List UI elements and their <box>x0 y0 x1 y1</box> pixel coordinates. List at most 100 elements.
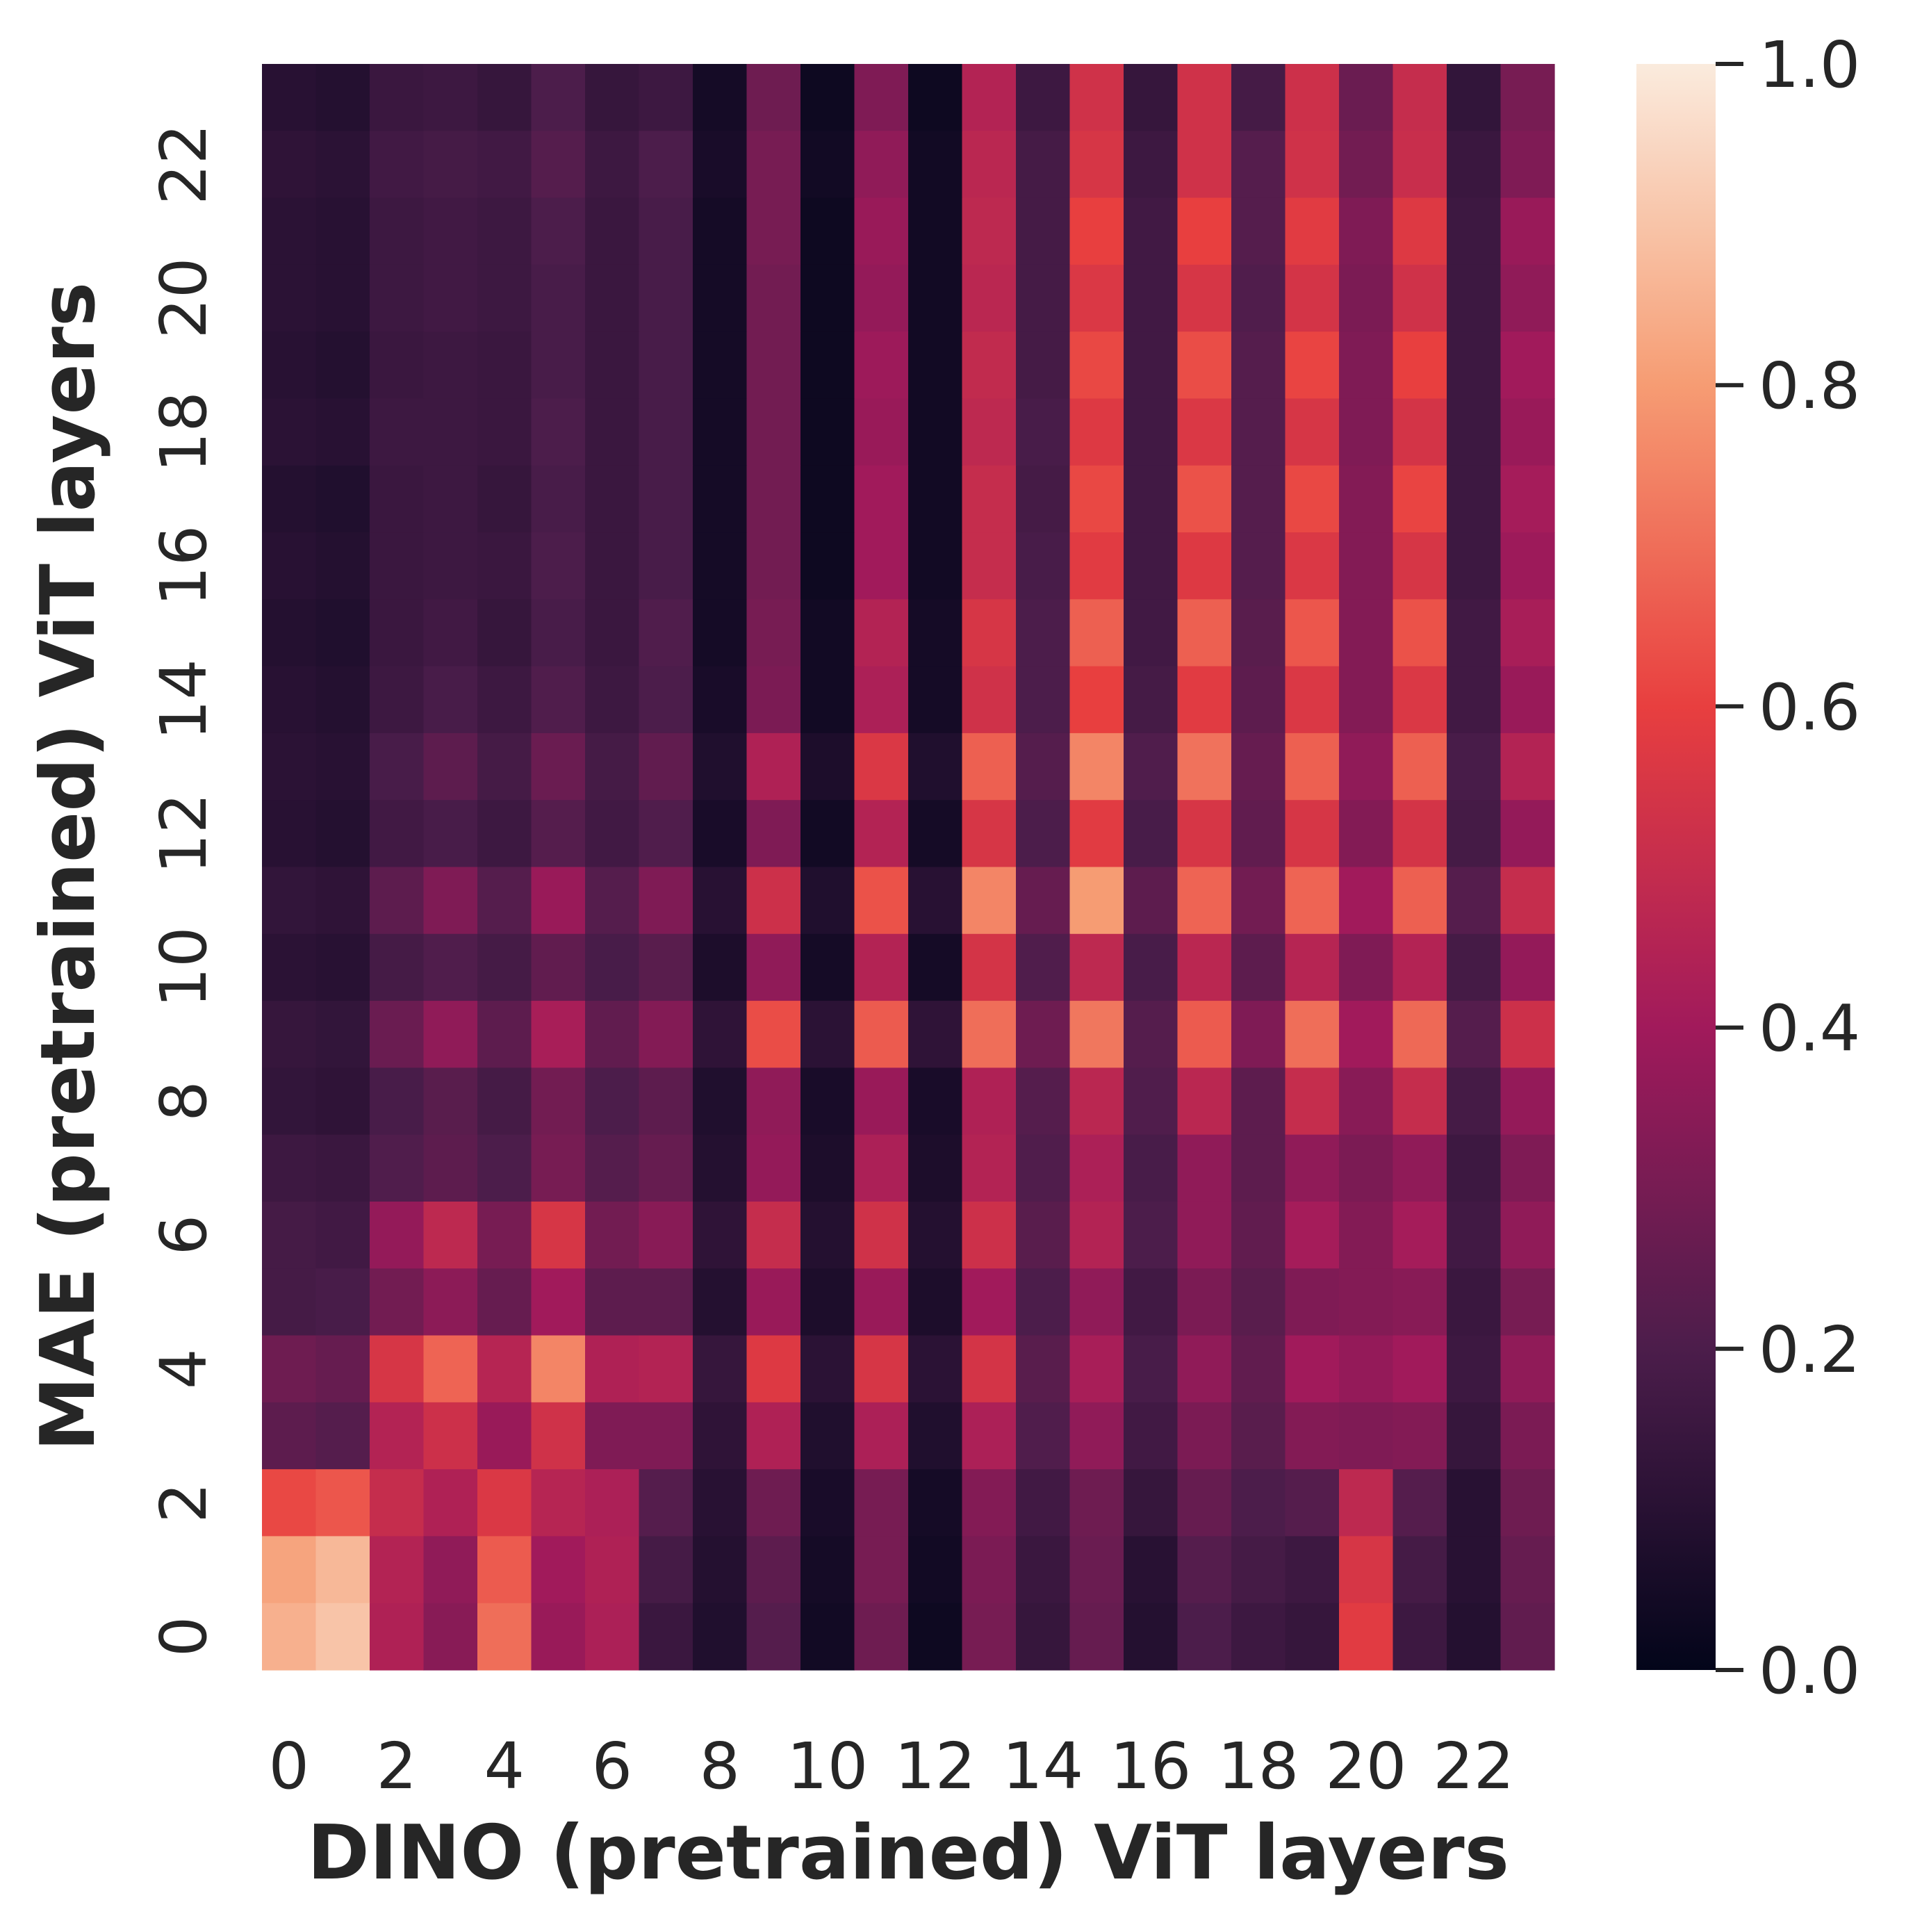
heatmap-cell <box>477 1201 532 1269</box>
heatmap-cell <box>746 1201 801 1269</box>
heatmap-cell <box>585 197 640 265</box>
heatmap-cell <box>477 398 532 466</box>
heatmap-cell <box>962 732 1017 801</box>
heatmap-cell <box>1069 933 1124 1001</box>
heatmap-cell <box>1016 264 1071 332</box>
heatmap-cell <box>1069 867 1124 935</box>
heatmap-cell <box>531 867 586 935</box>
y-tick-label: 14 <box>147 659 221 740</box>
y-axis-ticks: 0 2 4 6 8 10 12 14 16 18 20 22 <box>147 124 221 1657</box>
heatmap-cell <box>1500 599 1555 667</box>
heatmap-cell <box>477 1134 532 1202</box>
heatmap-cell <box>423 1201 478 1269</box>
heatmap-cell <box>423 1469 478 1537</box>
heatmap-cell <box>908 933 963 1001</box>
heatmap-cell <box>1339 1469 1394 1537</box>
heatmap-cell <box>477 64 532 131</box>
heatmap-cell <box>423 933 478 1001</box>
heatmap-cell <box>585 800 640 868</box>
heatmap-cell <box>1339 1402 1394 1470</box>
heatmap-cell <box>1447 1067 1502 1136</box>
heatmap-cell <box>639 1001 693 1068</box>
heatmap-cell <box>800 599 855 667</box>
heatmap-cell <box>639 264 693 332</box>
heatmap-cell <box>585 131 640 199</box>
heatmap-cell <box>1447 1201 1502 1269</box>
heatmap-cell <box>315 1335 370 1403</box>
heatmap-cell <box>1447 666 1502 734</box>
heatmap-cell <box>1500 1268 1555 1336</box>
heatmap-cell <box>370 131 425 199</box>
heatmap-cell <box>962 331 1017 400</box>
y-tick-label: 22 <box>147 124 221 205</box>
heatmap-cell <box>854 1402 909 1470</box>
heatmap-cell <box>1393 331 1447 400</box>
heatmap-cell <box>370 1603 425 1671</box>
heatmap-cell <box>908 131 963 199</box>
heatmap-cell <box>1016 64 1071 131</box>
heatmap-cell <box>800 131 855 199</box>
heatmap-cell <box>1069 1469 1124 1537</box>
heatmap-cell <box>1231 1268 1286 1336</box>
x-tick-label: 12 <box>894 1729 976 1803</box>
heatmap-cell <box>531 264 586 332</box>
heatmap-cell <box>1069 197 1124 265</box>
heatmap-cell <box>1016 800 1071 868</box>
heatmap-cell <box>262 398 317 466</box>
heatmap-cell <box>370 666 425 734</box>
heatmap-cell <box>1016 1402 1071 1470</box>
heatmap-cell <box>1393 1001 1447 1068</box>
heatmap-cell <box>962 933 1017 1001</box>
heatmap-cell <box>1177 867 1232 935</box>
heatmap-cell <box>800 1134 855 1202</box>
heatmap-cell <box>585 1134 640 1202</box>
heatmap-cell <box>1016 1134 1071 1202</box>
heatmap-cell <box>370 1067 425 1136</box>
heatmap-cell <box>315 1001 370 1068</box>
heatmap-cell <box>1016 933 1071 1001</box>
heatmap-cell <box>1285 1603 1340 1671</box>
heatmap-cell <box>1285 599 1340 667</box>
heatmap-cell <box>1393 64 1447 131</box>
heatmap-cell <box>962 1001 1017 1068</box>
heatmap-cell <box>1339 1335 1394 1403</box>
heatmap-cell <box>585 532 640 600</box>
heatmap-cell <box>639 1536 693 1604</box>
heatmap-cell <box>1285 933 1340 1001</box>
heatmap-cell <box>531 800 586 868</box>
heatmap-cell <box>1339 1001 1394 1068</box>
heatmap-cell <box>908 398 963 466</box>
heatmap-cell <box>746 933 801 1001</box>
heatmap-cell <box>477 1067 532 1136</box>
heatmap-cell <box>531 131 586 199</box>
heatmap-cell <box>1500 197 1555 265</box>
heatmap-cell <box>693 64 748 131</box>
heatmap-cell <box>1500 867 1555 935</box>
heatmap-cell <box>262 1067 317 1136</box>
heatmap-cell <box>1177 331 1232 400</box>
heatmap-cell <box>1124 532 1178 600</box>
heatmap-cell <box>1393 800 1447 868</box>
heatmap-cell <box>693 264 748 332</box>
heatmap-cell <box>639 1402 693 1470</box>
heatmap-cell <box>693 1536 748 1604</box>
heatmap-cell <box>746 465 801 533</box>
heatmap-cell <box>315 331 370 400</box>
heatmap-cell <box>1447 331 1502 400</box>
heatmap-cell <box>1285 1134 1340 1202</box>
heatmap-cell <box>962 800 1017 868</box>
heatmap-cell <box>1339 331 1394 400</box>
heatmap-cell <box>1124 64 1178 131</box>
heatmap-cell <box>477 867 532 935</box>
heatmap-cell <box>370 465 425 533</box>
heatmap-cell <box>1231 264 1286 332</box>
heatmap-cell <box>370 1536 425 1604</box>
colorbar-tick-label: 1.0 <box>1759 28 1860 102</box>
heatmap-cell <box>531 1268 586 1336</box>
heatmap-cell <box>1500 131 1555 199</box>
heatmap-cell <box>746 666 801 734</box>
heatmap-cell <box>1231 1067 1286 1136</box>
heatmap-cell <box>262 331 317 400</box>
heatmap-cell <box>1231 800 1286 868</box>
